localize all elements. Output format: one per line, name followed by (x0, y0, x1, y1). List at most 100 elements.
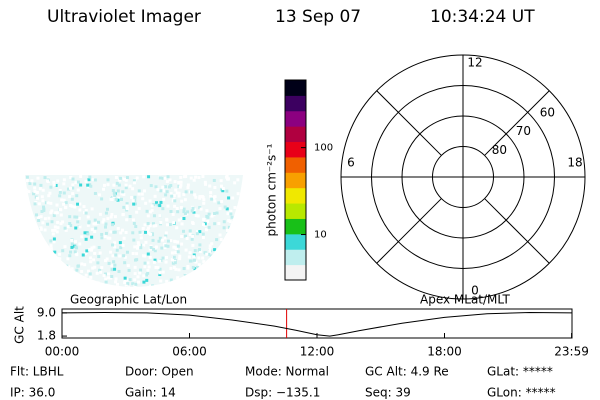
uv-image (25, 175, 243, 287)
pixel (122, 177, 126, 181)
y-tick-label: 9.0 (37, 305, 56, 319)
pixel (184, 286, 188, 287)
pixel (42, 205, 46, 209)
pixel (123, 261, 127, 265)
pixel (119, 231, 123, 235)
pixel (107, 261, 111, 265)
pixel (161, 185, 165, 189)
pixel (238, 285, 242, 287)
pixel (236, 192, 240, 196)
status-field: Seq: 39 (365, 386, 411, 400)
y-tick-label: 1.8 (37, 329, 56, 343)
mlt-label: 6 (347, 156, 355, 170)
pixel (187, 255, 191, 259)
pixel (152, 214, 156, 218)
pixel (31, 227, 35, 231)
pixel (200, 284, 204, 287)
pixel (109, 250, 113, 254)
pixel (69, 176, 73, 180)
pixel (134, 258, 138, 262)
pixel (197, 256, 201, 260)
pixel (137, 192, 141, 196)
pixel (33, 189, 37, 193)
pixel (207, 225, 211, 229)
pixel (86, 183, 90, 187)
colorbar-cell (285, 110, 306, 127)
pixel (133, 265, 137, 269)
pixel (148, 199, 152, 203)
pixel (117, 269, 121, 273)
status-field: GLat: ***** (487, 365, 553, 379)
pixel (39, 227, 43, 231)
pixel (51, 232, 55, 236)
pixel (88, 183, 92, 187)
pixel (189, 176, 193, 180)
pixel (48, 191, 52, 195)
status-field: Door: Open (125, 365, 194, 379)
geo-label: Geographic Lat/Lon (70, 293, 187, 307)
pixel (70, 238, 74, 242)
pixel (142, 280, 146, 284)
pixel (133, 272, 137, 276)
pixel (218, 207, 222, 211)
pixel (210, 197, 214, 201)
pixel (193, 208, 197, 212)
pixel (78, 242, 82, 246)
pixel (186, 279, 190, 283)
pixel (48, 256, 52, 260)
pixel (147, 265, 151, 269)
pixel (40, 209, 44, 213)
pixel (147, 226, 151, 230)
pixel (165, 217, 169, 221)
pixel (25, 175, 29, 179)
pixel (86, 232, 90, 236)
pixel (75, 275, 79, 279)
pixel (127, 278, 131, 282)
pixel (226, 228, 230, 232)
pixel (241, 203, 243, 207)
pixel (145, 278, 149, 282)
pixel (220, 280, 224, 284)
pixel (212, 277, 216, 281)
pixel (26, 283, 30, 287)
pixel (194, 280, 198, 284)
x-tick-label: 00:00 (45, 345, 80, 359)
pixel (110, 212, 114, 216)
pixel (234, 215, 238, 219)
pixel (173, 204, 177, 208)
pixel (52, 283, 56, 287)
pixel (62, 198, 66, 202)
pixel (200, 194, 204, 198)
pixel (151, 284, 155, 287)
pixel (233, 181, 237, 185)
pixel (210, 242, 214, 246)
pixel (230, 275, 234, 279)
pixel (165, 223, 169, 227)
pixel (65, 264, 69, 268)
pixel (74, 181, 78, 185)
pixel (56, 256, 60, 260)
pixel (70, 242, 74, 246)
pixel (189, 259, 193, 263)
pixel (87, 178, 91, 182)
pixel (112, 260, 116, 264)
pixel (110, 264, 114, 268)
pixel (47, 194, 51, 198)
pixel (229, 243, 233, 247)
pixel (147, 231, 151, 235)
pixel (124, 284, 128, 287)
pixel (109, 230, 113, 234)
mlt-label: 12 (467, 56, 482, 70)
pixel (151, 222, 155, 226)
pixel (123, 279, 127, 283)
pixel (122, 192, 126, 196)
pixel (223, 255, 227, 259)
pixel (83, 263, 87, 267)
pixel (236, 178, 240, 182)
pixel (223, 276, 227, 280)
pixel (156, 266, 160, 270)
status-field: Mode: Normal (245, 365, 329, 379)
pixel (124, 286, 128, 287)
pixel (87, 221, 91, 225)
pixel (84, 283, 88, 287)
